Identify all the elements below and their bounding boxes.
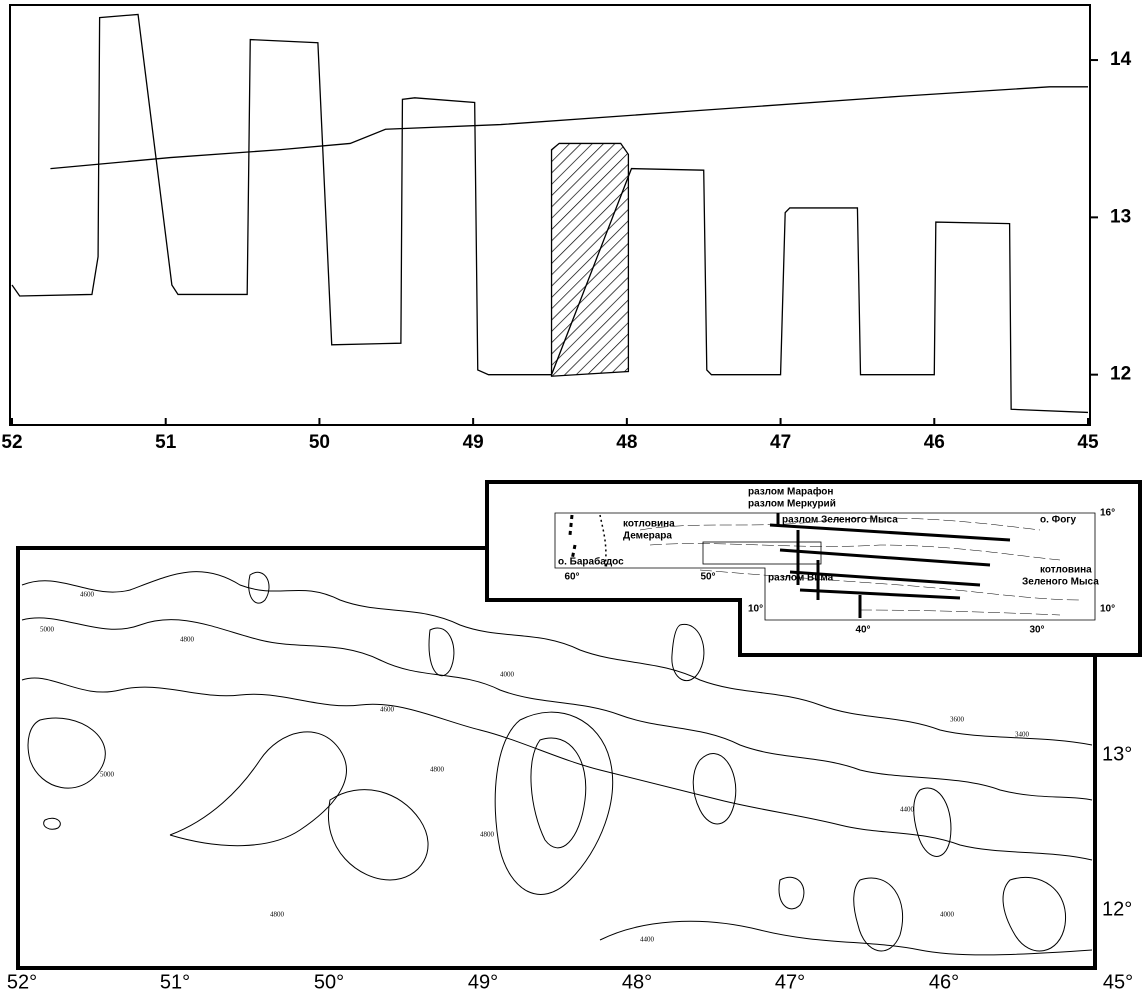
figure: 52 51 50 49 48 47 46 45 12 13 14 4600 5000 4800 46… — [0, 0, 1144, 995]
inset-label: Демерара — [623, 531, 672, 542]
x-tick-label: 47 — [770, 432, 791, 453]
x-tick-label: 52 — [1, 432, 22, 453]
map-y-label: 12° — [1102, 898, 1132, 920]
contour-label: 4400 — [640, 936, 655, 944]
inset-label: о. Фогу — [1040, 515, 1076, 526]
map-y-label: 13° — [1102, 743, 1132, 765]
inset-x-tick: 30° — [1029, 625, 1044, 636]
y-tick-label: 14 — [1110, 49, 1132, 70]
contour-label: 4800 — [480, 831, 495, 839]
contour-label: 4000 — [940, 911, 955, 919]
inset-x-tick: 60° — [564, 572, 579, 583]
map-x-label: 45° — [1103, 971, 1133, 993]
inset-label: разлом Зеленого Мыса — [782, 515, 898, 526]
inset-x-tick: 40° — [855, 625, 870, 636]
chart: 52 51 50 49 48 47 46 45 12 13 14 — [1, 14, 1131, 453]
map-x-label: 49° — [468, 971, 498, 993]
contour-label: 4600 — [380, 706, 395, 714]
contour-label: 3600 — [950, 716, 965, 724]
inset-label: о. Барабадос — [558, 556, 624, 568]
inset-label: Зеленого Мыса — [1022, 577, 1099, 588]
contour-label: 4800 — [270, 911, 285, 919]
inset-label: котловина — [623, 519, 675, 530]
inset-label: котловина — [1040, 565, 1092, 576]
x-tick-label: 48 — [616, 432, 637, 453]
x-tick-label: 46 — [924, 432, 945, 453]
hatched-area — [552, 143, 629, 376]
x-tick-label: 50 — [309, 432, 330, 453]
contour-label: 5000 — [40, 626, 55, 634]
contour-label: 4000 — [500, 671, 515, 679]
contour-label: 4400 — [900, 806, 915, 814]
plot-frame — [10, 5, 1090, 425]
x-tick-label: 49 — [463, 432, 484, 453]
y-tick-label: 13 — [1110, 206, 1131, 227]
inset-y-tick: 10° — [1100, 604, 1115, 615]
inset-y-tick: 16° — [1100, 508, 1115, 519]
x-tick-label: 45 — [1077, 432, 1099, 453]
contour-label: 5000 — [100, 771, 115, 779]
contour-label: 3400 — [1015, 731, 1030, 739]
line — [12, 14, 1088, 412]
inset-label: разлом Марафон — [748, 486, 833, 498]
map-x-label: 48° — [622, 971, 652, 993]
inset-x-tick: 50° — [700, 572, 715, 583]
contour-label: 4600 — [80, 591, 95, 599]
contour-label: 4800 — [180, 636, 195, 644]
inset-y-tick: 10° — [748, 604, 763, 615]
map-x-label: 47° — [775, 971, 805, 993]
map-x-label: 52° — [7, 971, 37, 993]
y-tick-label: 12 — [1110, 364, 1131, 385]
inset-label: разлом Вима — [768, 573, 834, 584]
inset-label: разлом Меркурий — [748, 499, 836, 510]
map-x-label: 51° — [160, 971, 190, 993]
map-x-label: 50° — [314, 971, 344, 993]
map-x-label: 46° — [929, 971, 959, 993]
x-tick-label: 51 — [155, 432, 177, 453]
contour-label: 4800 — [430, 766, 445, 774]
